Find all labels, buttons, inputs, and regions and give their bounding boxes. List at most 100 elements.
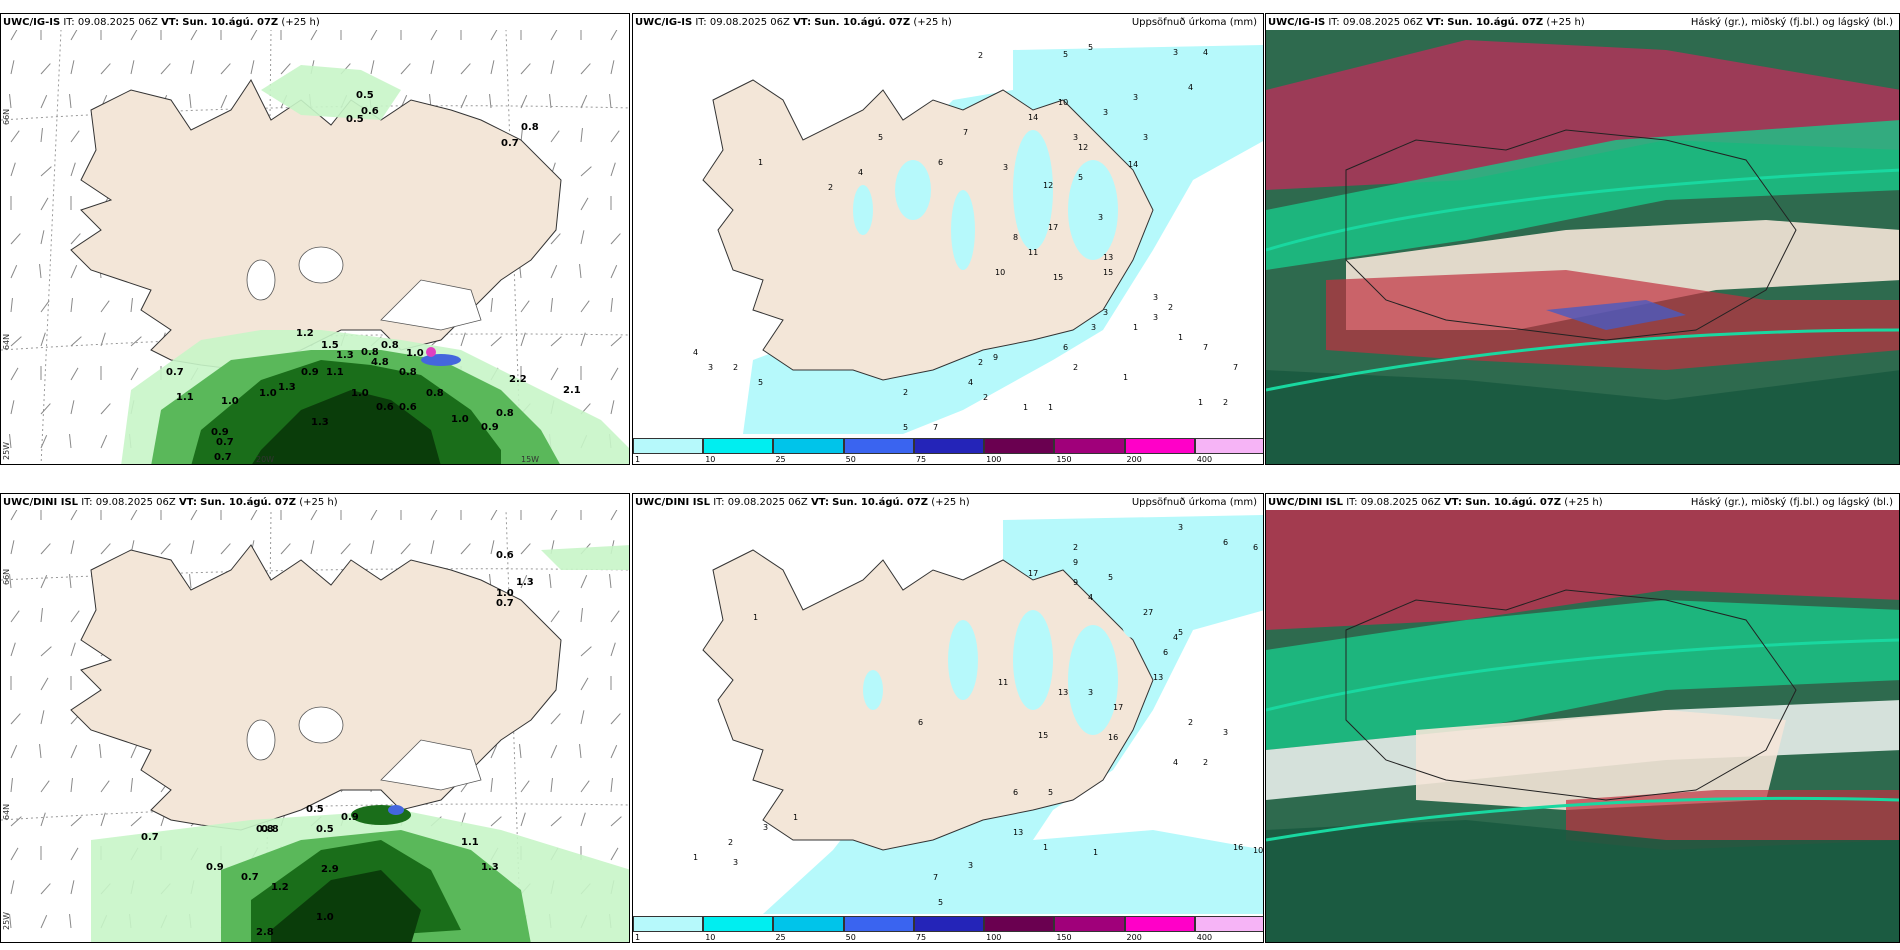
wind-barb xyxy=(130,510,138,521)
colorbar-swatch xyxy=(913,438,985,454)
value-label: 0.7 xyxy=(166,367,184,378)
wind-barb xyxy=(190,540,195,555)
wind-barb xyxy=(580,95,588,109)
colorbar-swatch xyxy=(843,438,914,454)
value-label: 0.5 xyxy=(346,114,364,125)
wind-barb xyxy=(40,646,52,657)
colorbar-swatch xyxy=(703,916,774,932)
wind-barb xyxy=(580,710,585,725)
value-label: 1 xyxy=(753,613,758,622)
colorbar-tick: 200 xyxy=(1126,455,1142,464)
wind-barb xyxy=(580,166,592,177)
wind-barb xyxy=(40,575,48,589)
wind-barb xyxy=(100,403,111,415)
value-label: 1 xyxy=(793,813,798,822)
wind-barb xyxy=(130,778,133,793)
value-label: 0.9 xyxy=(341,812,359,823)
lat-label: 64N xyxy=(2,334,11,350)
value-label: 2 xyxy=(978,358,983,367)
panel-precip-dini: UWC/DINI ISL IT: 09.08.2025 06Z VT: Sun.… xyxy=(632,493,1264,943)
wind-barb xyxy=(610,610,620,623)
wind-barb xyxy=(40,435,48,449)
value-label: 5 xyxy=(878,133,883,142)
wind-barb xyxy=(100,812,106,827)
colorbar-tick: 50 xyxy=(845,933,856,942)
precip-values: 0.5 0.6 0.5 0.7 0.8 1.2 1.5 0.8 1.0 1.3 … xyxy=(166,90,581,463)
colorbar-tick: 150 xyxy=(1056,455,1072,464)
wind-barb xyxy=(490,336,502,347)
value-label: 1.0 xyxy=(351,388,369,399)
wind-barb xyxy=(580,608,583,623)
panel-header: UWC/IG-IS IT: 09.08.2025 06Z VT: Sun. 10… xyxy=(3,16,625,30)
wind-barb xyxy=(220,543,231,555)
wind-barb xyxy=(490,816,502,827)
colorbar-swatch xyxy=(1054,438,1125,454)
wind-barb xyxy=(39,264,42,279)
iceland-land xyxy=(70,79,562,371)
wind-barb xyxy=(10,816,22,827)
value-label: 5 xyxy=(938,898,943,907)
value-label: 0.5 xyxy=(316,824,334,835)
wind-barb xyxy=(550,745,558,759)
wind-barb xyxy=(100,63,111,75)
colorbar-swatch xyxy=(633,916,704,932)
colorbar-swatch xyxy=(703,438,774,454)
wind-barb xyxy=(40,332,46,347)
colorbar-tick: 10 xyxy=(705,933,716,942)
wind-barb xyxy=(9,94,12,109)
value-label: 11 xyxy=(1028,248,1038,257)
value-label: 2 xyxy=(1073,363,1078,372)
wind-barb xyxy=(370,60,375,75)
wind-barb xyxy=(10,162,16,177)
wind-barb xyxy=(520,812,526,827)
wind-barb xyxy=(460,95,468,109)
value-label: 12 xyxy=(1078,143,1088,152)
value-label: 1 xyxy=(1043,843,1048,852)
colorbar-swatch xyxy=(1124,438,1195,454)
wind-barb xyxy=(10,880,15,895)
wind-barb xyxy=(610,233,621,245)
value-label: 1 xyxy=(758,158,763,167)
precip-map: 2 5 5 3 4 4 3 14 10 3 3 12 3 1 14 6 5 7 … xyxy=(693,43,1263,434)
value-label: 5 xyxy=(903,423,908,432)
value-label: 2 xyxy=(983,393,988,402)
value-label: 7 xyxy=(933,873,938,882)
colorbar-tick: 100 xyxy=(986,455,1002,464)
wind-barb xyxy=(490,745,498,759)
value-label: 13 xyxy=(1013,828,1023,837)
wind-barb xyxy=(9,914,12,929)
wind-barb xyxy=(489,94,492,109)
value-label: 16 xyxy=(1233,843,1243,852)
value-label: 1 xyxy=(1198,398,1203,407)
glaciers xyxy=(246,246,482,331)
wind-barb xyxy=(550,510,558,521)
wind-barb xyxy=(220,63,231,75)
cloud-map xyxy=(1266,30,1899,464)
wind-barb xyxy=(550,298,553,313)
value-label: 0.8 xyxy=(426,388,444,399)
wind-barb xyxy=(550,233,561,245)
wind-barb xyxy=(280,543,291,555)
wind-barb xyxy=(579,264,582,279)
value-label: 0.5 xyxy=(306,804,324,815)
wind-barb xyxy=(40,403,51,415)
colorbar-swatch xyxy=(984,438,1055,454)
wind-barb xyxy=(550,816,562,827)
wind-barb xyxy=(70,30,78,41)
wind-barb xyxy=(610,745,618,759)
lat-label: 64N xyxy=(2,804,11,820)
wind-barb xyxy=(610,778,613,793)
wind-barb xyxy=(69,434,72,449)
wind-barb xyxy=(580,812,586,827)
wind-barb xyxy=(490,540,495,555)
cloud-map xyxy=(1266,510,1899,942)
wind-barb xyxy=(580,646,592,657)
wind-barb xyxy=(580,780,590,793)
wind-barb xyxy=(550,778,553,793)
value-label: 0.6 xyxy=(376,402,394,413)
wind-barb xyxy=(10,510,18,521)
value-label: 9 xyxy=(1073,558,1078,567)
wind-barb xyxy=(490,510,498,521)
wind-barb xyxy=(40,677,49,691)
wind-barb xyxy=(100,332,106,347)
